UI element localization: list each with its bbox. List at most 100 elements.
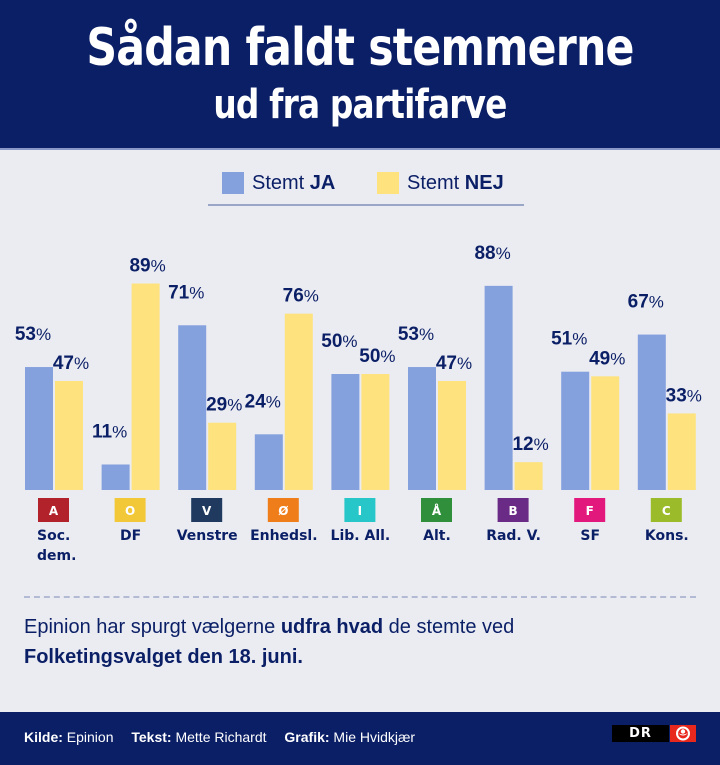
party-letter: B [509, 504, 518, 518]
party-badge [497, 498, 529, 522]
bar-nej [361, 374, 390, 490]
bar-ja [254, 434, 283, 490]
value-number: 51 [551, 329, 573, 350]
chart-legend: Stemt JA Stemt NEJ [0, 170, 720, 200]
credits: Kilde: Epinion Tekst: Mette Richardt Gra… [24, 729, 429, 745]
value-label-nej: 76% [283, 286, 319, 307]
note-part-2: de stemte ved [383, 616, 515, 638]
party-badge [267, 498, 299, 522]
party-letter: F [586, 504, 594, 518]
value-suffix: % [496, 244, 511, 263]
value-number: 53 [15, 324, 36, 345]
bar-nej [667, 413, 696, 490]
note-bold-1: udfra hvad [280, 616, 384, 638]
party-badge [191, 498, 223, 522]
value-suffix: % [36, 325, 51, 344]
value-number: 67 [628, 292, 649, 313]
value-label-ja: 50% [321, 331, 357, 352]
footer: Kilde: Epinion Tekst: Mette Richardt Gra… [0, 712, 720, 765]
dr-logo-text: DR [612, 725, 669, 742]
party-letter: Å [432, 503, 442, 518]
party-name: Kons. [645, 528, 689, 544]
value-suffix: % [380, 347, 395, 366]
bar-nej [208, 422, 237, 490]
dashed-divider [24, 596, 696, 598]
bar-nej [591, 376, 620, 490]
party-badge [344, 498, 376, 522]
dr-logo: DR [612, 725, 696, 742]
value-label-nej: 50% [359, 346, 395, 367]
title-line-1: Sådan faldt stemmerne [86, 18, 634, 78]
legend-nej-prefix: Stemt [407, 172, 465, 194]
party-letter: V [202, 504, 212, 518]
credit-text-label: Tekst: [131, 729, 172, 745]
bar-chart: 53%47%ASoc.dem.11%89%ODF71%29%VVenstre24… [15, 243, 702, 564]
value-suffix: % [227, 396, 242, 415]
value-suffix: % [189, 283, 204, 302]
value-label-ja: 67% [628, 292, 664, 313]
value-number: 53 [398, 324, 419, 345]
value-suffix: % [266, 392, 281, 411]
note-part-1: Epinion har spurgt vælgerne [24, 616, 281, 638]
value-label-nej: 49% [589, 348, 625, 369]
bar-ja [408, 367, 436, 490]
note-bold-2: Folketingsvalget den 18. juni. [24, 646, 303, 668]
bar-ja [637, 334, 666, 490]
party-badge [650, 498, 682, 522]
value-suffix: % [74, 354, 89, 373]
party-badge [574, 498, 606, 522]
bar-nej [514, 462, 543, 490]
value-number: 50 [321, 331, 342, 352]
value-number: 88 [474, 243, 495, 264]
value-label-nej: 12% [512, 434, 548, 455]
value-label-nej: 47% [436, 353, 472, 374]
bar-nej [438, 380, 466, 490]
legend-nej-label: Stemt NEJ [407, 172, 504, 195]
party-name: Rad. V. [486, 528, 541, 544]
party-letter: Ø [278, 504, 288, 518]
party-badge [38, 498, 69, 522]
value-label-ja: 71% [168, 282, 204, 303]
value-number: 76 [283, 286, 304, 307]
value-number: 12 [512, 434, 533, 455]
value-label-nej: 47% [53, 353, 89, 374]
header-banner: Sådan faldt stemmerne ud fra partifarve [0, 0, 720, 150]
credit-graphic: Grafik: Mie Hvidkjær [284, 729, 415, 745]
value-number: 49 [589, 348, 610, 369]
value-label-ja: 53% [398, 324, 434, 345]
credit-source: Kilde: Epinion [24, 729, 113, 745]
party-name: Soc. [37, 528, 70, 544]
bar-ja [561, 371, 590, 490]
value-label-ja: 11% [92, 421, 127, 442]
value-number: 33 [666, 385, 687, 406]
bar-ja [178, 325, 207, 490]
value-suffix: % [419, 325, 434, 344]
value-label-nej: 89% [129, 256, 165, 277]
legend-ja-prefix: Stemt [252, 172, 310, 194]
title-line-2: ud fra partifarve [213, 82, 507, 128]
party-letter: O [125, 504, 135, 518]
value-number: 50 [359, 346, 380, 367]
legend-nej-bold: NEJ [464, 172, 504, 194]
credit-graphic-value: Mie Hvidkjær [329, 729, 416, 745]
credit-graphic-label: Grafik: [284, 729, 330, 745]
credit-text-value: Mette Richardt [171, 729, 267, 745]
credit-text: Tekst: Mette Richardt [131, 729, 266, 745]
note-text: Epinion har spurgt vælgerne udfra hvad d… [24, 612, 704, 672]
party-name: dem. [37, 548, 76, 564]
bar-nej [284, 313, 313, 490]
credit-source-label: Kilde: [24, 729, 63, 745]
value-number: 29 [206, 395, 227, 416]
bar-nej [55, 380, 83, 490]
party-letter: I [358, 504, 362, 518]
legend-nej-swatch [377, 172, 399, 194]
value-suffix: % [342, 332, 357, 351]
value-number: 89 [129, 256, 150, 277]
party-badge [114, 498, 146, 522]
credit-source-value: Epinion [62, 729, 114, 745]
dr-eye-icon [670, 725, 696, 742]
value-label-ja: 88% [474, 243, 510, 264]
party-letter: A [49, 504, 59, 518]
value-number: 11 [92, 421, 113, 442]
bar-ja [484, 285, 513, 490]
